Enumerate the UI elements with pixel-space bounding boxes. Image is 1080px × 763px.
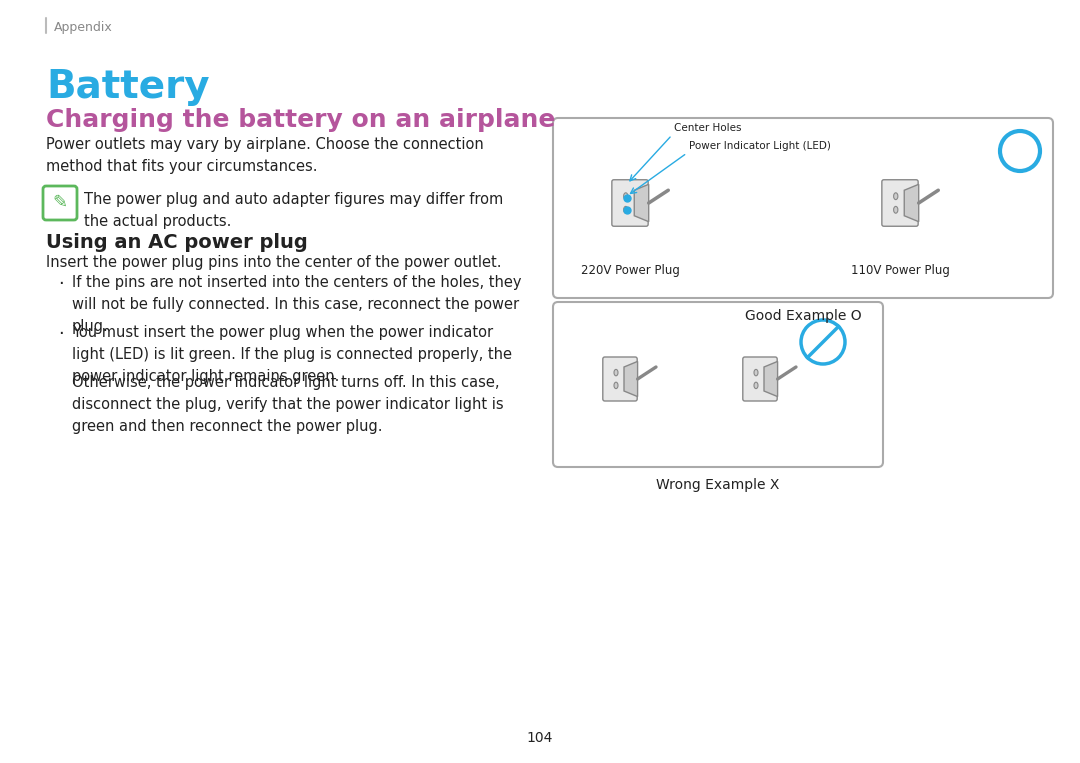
Text: Insert the power plug pins into the center of the power outlet.: Insert the power plug pins into the cent…	[46, 255, 501, 270]
Text: 104: 104	[527, 731, 553, 745]
Ellipse shape	[623, 193, 627, 200]
Text: ·: ·	[58, 275, 64, 293]
Ellipse shape	[623, 207, 627, 213]
FancyBboxPatch shape	[882, 180, 918, 227]
Ellipse shape	[754, 369, 758, 376]
Text: Center Holes: Center Holes	[674, 123, 742, 133]
Text: Charging the battery on an airplane: Charging the battery on an airplane	[46, 108, 555, 132]
FancyBboxPatch shape	[603, 357, 637, 401]
Text: Power Indicator Light (LED): Power Indicator Light (LED)	[689, 141, 831, 151]
Polygon shape	[904, 185, 919, 222]
Text: The power plug and auto adapter figures may differ from
the actual products.: The power plug and auto adapter figures …	[84, 192, 503, 229]
FancyBboxPatch shape	[553, 118, 1053, 298]
Text: If the pins are not inserted into the centers of the holes, they
will not be ful: If the pins are not inserted into the ce…	[72, 275, 522, 334]
Ellipse shape	[754, 382, 758, 388]
FancyBboxPatch shape	[743, 357, 778, 401]
Ellipse shape	[893, 207, 897, 213]
Polygon shape	[624, 362, 637, 397]
Text: 220V Power Plug: 220V Power Plug	[581, 264, 679, 277]
Text: You must insert the power plug when the power indicator
light (LED) is lit green: You must insert the power plug when the …	[72, 325, 512, 385]
Ellipse shape	[615, 382, 618, 388]
Polygon shape	[634, 185, 649, 222]
Text: Wrong Example X: Wrong Example X	[657, 478, 780, 492]
Ellipse shape	[615, 369, 618, 376]
Text: Battery: Battery	[46, 68, 210, 106]
Text: Using an AC power plug: Using an AC power plug	[46, 233, 308, 252]
Text: ·: ·	[58, 325, 64, 343]
Text: 110V Power Plug: 110V Power Plug	[851, 264, 949, 277]
Polygon shape	[764, 362, 778, 397]
FancyBboxPatch shape	[43, 186, 77, 220]
FancyBboxPatch shape	[553, 302, 883, 467]
Text: Appendix: Appendix	[54, 21, 112, 34]
FancyBboxPatch shape	[612, 180, 648, 227]
Text: Good Example O: Good Example O	[745, 309, 862, 323]
Text: Otherwise, the power indicator light turns off. In this case,
disconnect the plu: Otherwise, the power indicator light tur…	[72, 375, 503, 434]
Text: ✎: ✎	[53, 194, 68, 212]
Text: Power outlets may vary by airplane. Choose the connection
method that fits your : Power outlets may vary by airplane. Choo…	[46, 137, 484, 174]
Ellipse shape	[893, 193, 897, 200]
